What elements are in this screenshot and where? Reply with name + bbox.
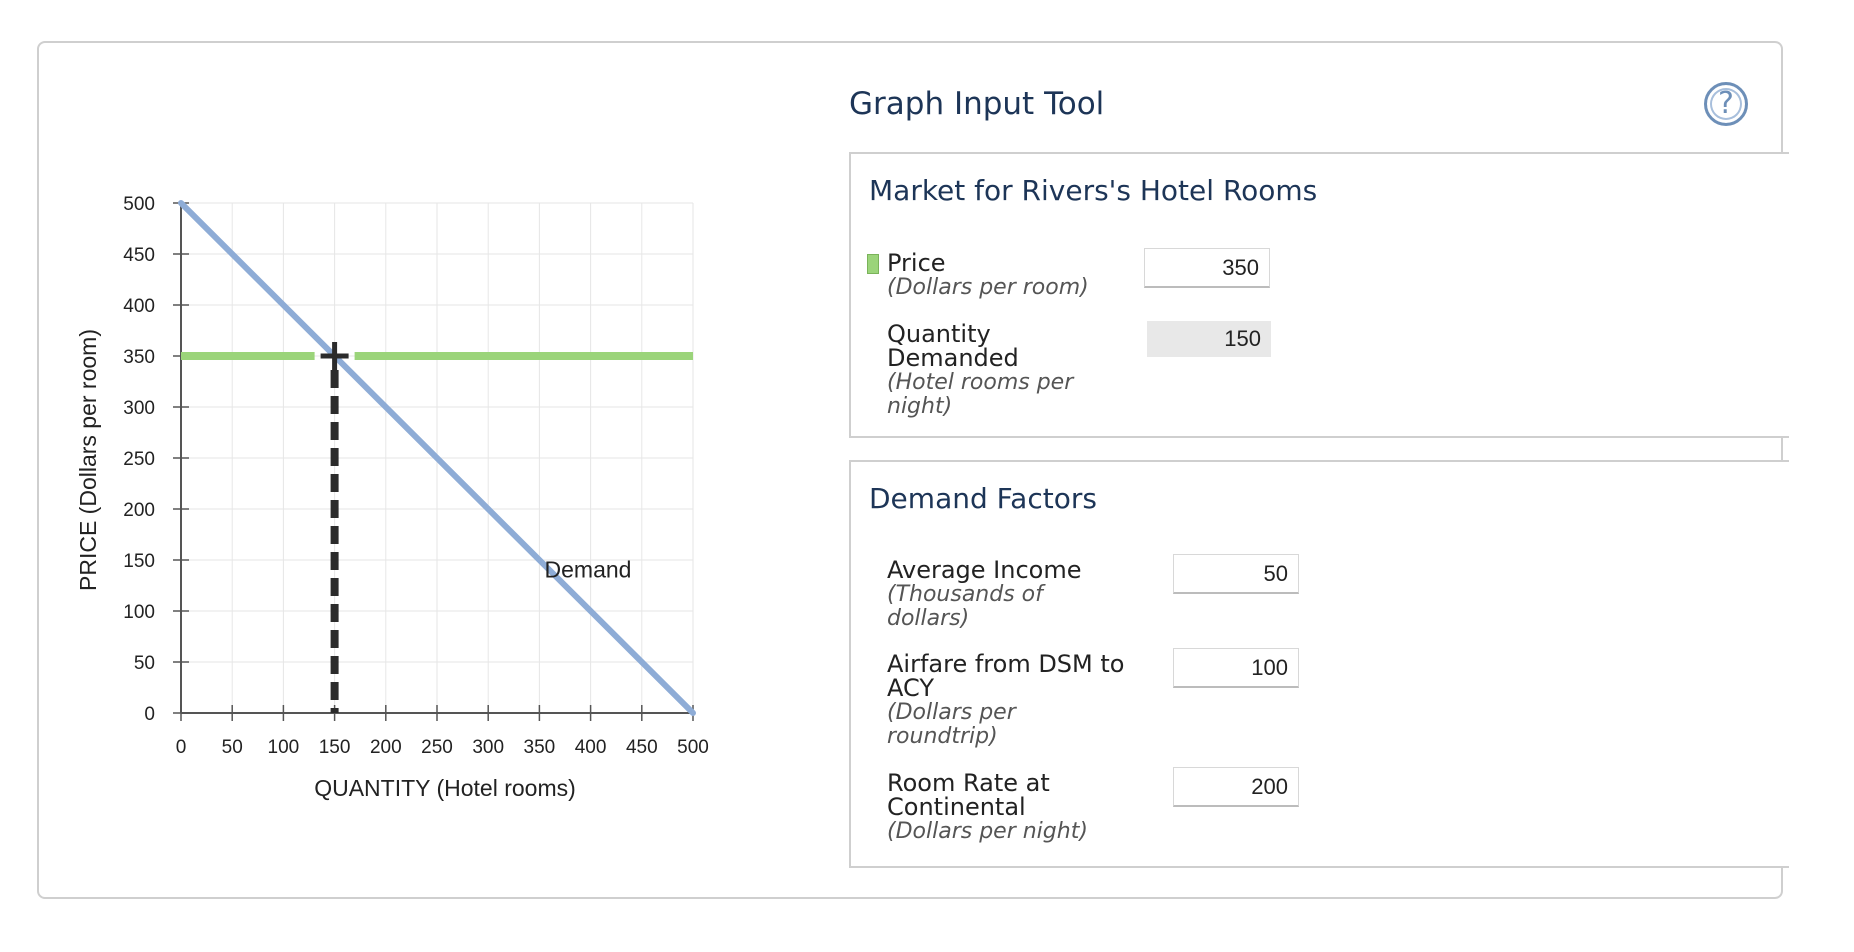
y-axis-label: PRICE (Dollars per room) bbox=[75, 329, 101, 591]
x-tick-label: 100 bbox=[268, 737, 300, 758]
x-tick-label: 150 bbox=[319, 737, 351, 758]
y-tick-label: 200 bbox=[123, 500, 155, 521]
y-tick-label: 50 bbox=[134, 653, 155, 674]
x-axis-label: QUANTITY (Hotel rooms) bbox=[314, 775, 576, 801]
x-tick-label: 50 bbox=[222, 737, 243, 758]
airfare-input[interactable]: 100 bbox=[1173, 648, 1299, 688]
tool-title: Graph Input Tool bbox=[849, 86, 1105, 122]
x-tick-label: 0 bbox=[176, 737, 187, 758]
x-tick-label: 300 bbox=[472, 737, 504, 758]
qty-unit-line2: night) bbox=[887, 394, 953, 419]
demand-chart[interactable]: 0 50 100 150 200 250 300 350 400 450 500 0 50 100 150 2… bbox=[0, 0, 760, 840]
income-input[interactable]: 50 bbox=[1173, 554, 1299, 594]
room-rate-label-line2: Continental bbox=[887, 793, 1026, 821]
price-swatch-icon bbox=[867, 254, 879, 274]
y-tick-label: 150 bbox=[123, 551, 155, 572]
price-input[interactable]: 350 bbox=[1144, 248, 1270, 288]
y-tick-label: 350 bbox=[123, 347, 155, 368]
demand-factors-title: Demand Factors bbox=[869, 482, 1097, 515]
airfare-unit-line1: (Dollars per bbox=[887, 700, 1016, 725]
y-tick-label: 400 bbox=[123, 296, 155, 317]
income-unit-line1: (Thousands of bbox=[887, 582, 1043, 607]
chart-series[interactable]: Demand bbox=[178, 200, 696, 716]
demand-curve[interactable] bbox=[178, 200, 696, 716]
price-label: Price bbox=[887, 249, 946, 277]
airfare-label-line2: ACY bbox=[887, 674, 934, 702]
y-tick-label: 300 bbox=[123, 398, 155, 419]
income-label: Average Income bbox=[887, 556, 1082, 584]
x-tick-label: 250 bbox=[421, 737, 453, 758]
qty-label-line1: Quantity bbox=[887, 320, 991, 348]
y-tick-label: 250 bbox=[123, 449, 155, 470]
room-rate-label-line1: Room Rate at bbox=[887, 769, 1050, 797]
airfare-unit-line2: roundtrip) bbox=[887, 724, 998, 749]
help-icon[interactable]: ? bbox=[1704, 82, 1748, 126]
demand-curve-label: Demand bbox=[545, 556, 632, 582]
demand-factors-box: Demand Factors Average Income (Thousands… bbox=[849, 460, 1789, 868]
x-tick-label: 500 bbox=[677, 737, 709, 758]
y-tick-label: 0 bbox=[144, 704, 155, 725]
chart-axes: 0 50 100 150 200 250 300 350 400 450 500 0 50 100 150 2… bbox=[123, 194, 709, 758]
x-tick-label: 400 bbox=[575, 737, 607, 758]
qty-unit-line1: (Hotel rooms per bbox=[887, 370, 1074, 395]
y-tick-label: 450 bbox=[123, 245, 155, 266]
y-tick-label: 100 bbox=[123, 602, 155, 623]
room-rate-unit: (Dollars per night) bbox=[887, 819, 1088, 844]
x-tick-label: 350 bbox=[524, 737, 556, 758]
market-box-title: Market for Rivers's Hotel Rooms bbox=[869, 174, 1318, 207]
airfare-label-line1: Airfare from DSM to bbox=[887, 650, 1125, 678]
qty-demanded-value: 150 bbox=[1147, 321, 1271, 357]
price-unit: (Dollars per room) bbox=[887, 275, 1089, 300]
qty-label-line2: Demanded bbox=[887, 344, 1019, 372]
x-tick-label: 450 bbox=[626, 737, 658, 758]
market-box: Market for Rivers's Hotel Rooms Price (D… bbox=[849, 152, 1789, 438]
y-tick-label: 500 bbox=[123, 194, 155, 215]
room-rate-input[interactable]: 200 bbox=[1173, 767, 1299, 807]
income-unit-line2: dollars) bbox=[887, 606, 970, 631]
x-tick-label: 200 bbox=[370, 737, 402, 758]
